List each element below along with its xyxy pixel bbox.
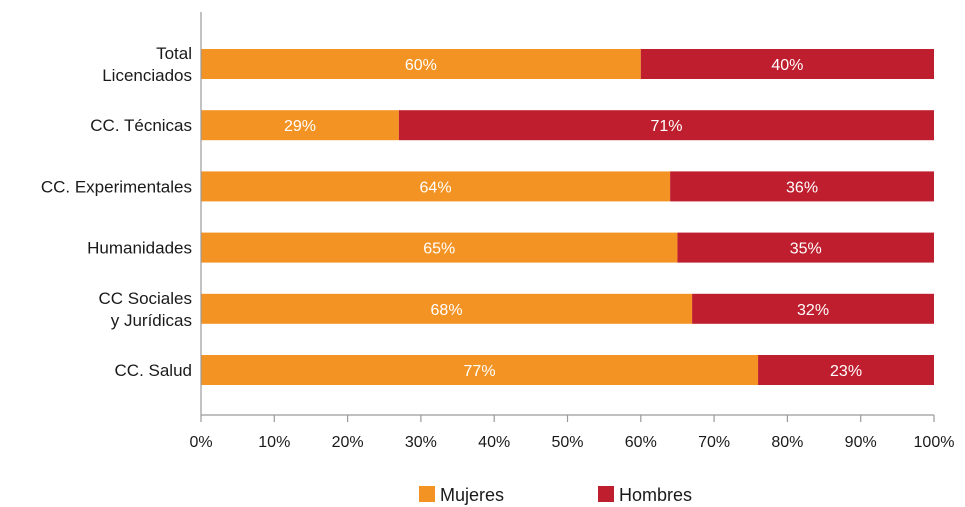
data-label-hombres-1: 71% [650,118,682,135]
data-label-hombres-0: 40% [771,57,803,74]
category-label-4: CC Sociales y Jurídicas [98,289,192,330]
bar-hombres-2 [670,171,934,202]
category-label-line: CC. Técnicas [90,116,192,135]
category-label-line: CC Sociales [98,289,192,308]
x-ticks-group: 0% 10% 20% 30% 40% 50% 60% 70% 80% 90% 100% [189,415,954,451]
data-label-hombres-5: 23% [830,363,862,380]
x-tick-label: 50% [551,434,583,451]
data-label-mujeres-1: 29% [284,118,316,135]
category-label-line: y Jurídicas [111,311,192,330]
data-label-hombres-4: 32% [797,302,829,319]
bar-hombres-5 [758,355,934,385]
bar-mujeres-2 [201,171,671,202]
bar-mujeres-3 [201,232,678,263]
bar-hombres-3 [677,232,934,263]
bar-mujeres-4 [201,293,693,324]
category-label-line: Licenciados [102,66,192,85]
legend-label-mujeres: Mujeres [440,485,504,505]
bar-hombres-1 [398,110,934,141]
category-label-line: CC. Experimentales [41,177,192,196]
x-tick-label: 100% [914,434,955,451]
bars-group [201,49,934,385]
x-tick-label: 90% [845,434,877,451]
bar-mujeres-1 [201,110,399,141]
category-label-line: Total [156,44,192,63]
legend-swatch-mujeres [419,486,435,502]
x-tick-label: 10% [258,434,290,451]
x-tick-label: 0% [189,434,212,451]
category-label-2: CC. Experimentales [41,177,192,196]
x-tick-label: 80% [771,434,803,451]
bar-hombres-4 [692,293,934,324]
bar-mujeres-0 [201,49,641,79]
category-label-3: Humanidades [87,239,192,258]
category-label-1: CC. Técnicas [90,116,192,135]
x-tick-label: 40% [478,434,510,451]
data-label-mujeres-3: 65% [423,241,455,258]
data-label-mujeres-5: 77% [464,363,496,380]
category-labels-group: Total Licenciados CC. Técnicas CC. Experime… [41,44,192,380]
x-tick-label: 30% [405,434,437,451]
bar-hombres-0 [640,49,934,79]
bar-labels-group: 60% 40% 29% 71% 64% 36% 65% 35% 68% 32% 77% 23% [284,57,862,380]
x-tick-label: 60% [625,434,657,451]
category-label-0: Total Licenciados [102,44,192,85]
legend: Mujeres Hombres [419,485,692,505]
data-label-hombres-2: 36% [786,179,818,196]
category-label-line: CC. Salud [115,361,192,380]
data-label-mujeres-0: 60% [405,57,437,74]
x-tick-label: 20% [332,434,364,451]
bar-mujeres-5 [201,355,759,385]
data-label-mujeres-4: 68% [431,302,463,319]
data-label-hombres-3: 35% [790,241,822,258]
data-label-mujeres-2: 64% [420,179,452,196]
category-label-5: CC. Salud [115,361,192,380]
category-label-line: Humanidades [87,239,192,258]
legend-label-hombres: Hombres [619,485,692,505]
legend-swatch-hombres [598,486,614,502]
x-tick-label: 70% [698,434,730,451]
